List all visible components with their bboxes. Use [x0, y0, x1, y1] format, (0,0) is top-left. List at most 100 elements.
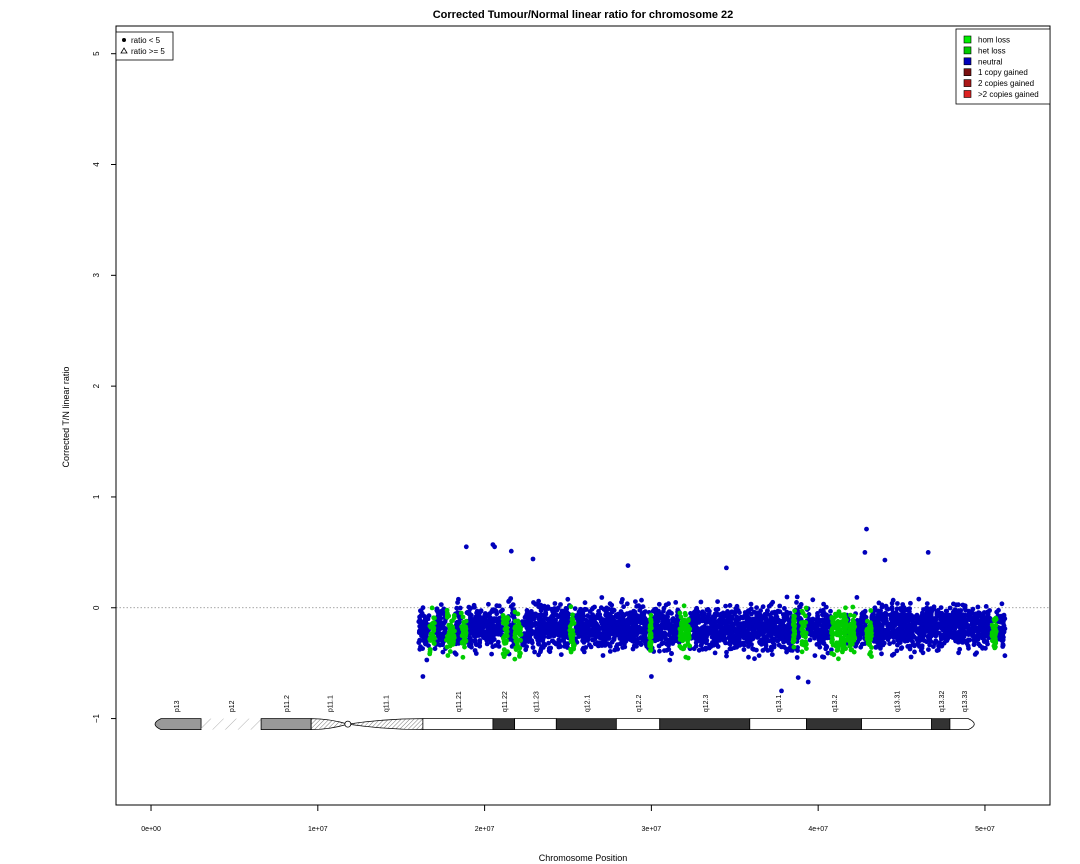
neutral-point — [897, 639, 903, 645]
het-loss-point — [451, 639, 456, 645]
neutral-point — [620, 620, 625, 625]
neutral-point — [434, 606, 440, 612]
outlier-point — [805, 679, 811, 685]
x-tick-label: 4e+07 — [808, 826, 828, 833]
ideogram-band-label: p12 — [229, 700, 236, 712]
neutral-point — [895, 614, 901, 619]
het-loss-point — [800, 639, 805, 645]
neutral-point — [641, 611, 647, 617]
neutral-point — [549, 626, 554, 632]
het-loss-point — [568, 647, 573, 652]
het-loss-point — [427, 623, 433, 629]
neutral-point — [814, 642, 820, 647]
neutral-point — [807, 622, 813, 628]
neutral-point — [730, 624, 736, 630]
neutral-point — [824, 612, 829, 618]
data-points — [416, 526, 1008, 694]
neutral-point — [540, 645, 546, 650]
neutral-point — [959, 636, 965, 641]
neutral-point — [486, 625, 491, 631]
het-loss-point — [801, 619, 807, 625]
neutral-point — [878, 608, 883, 614]
neutral-point — [564, 609, 569, 615]
het-loss-point — [512, 656, 518, 662]
neutral-point — [716, 632, 722, 638]
neutral-point — [727, 634, 732, 640]
x-tick-label: 5e+07 — [975, 826, 995, 833]
neutral-point — [829, 647, 834, 653]
neutral-point — [738, 625, 744, 630]
het-loss-point — [869, 654, 874, 659]
neutral-point — [711, 642, 716, 648]
neutral-point — [547, 649, 553, 655]
neutral-point — [815, 617, 820, 623]
state-legend-label: >2 copies gained — [978, 90, 1039, 99]
neutral-point — [487, 615, 493, 620]
het-loss-point — [864, 628, 869, 634]
neutral-point — [891, 634, 897, 640]
het-loss-point — [518, 632, 524, 637]
neutral-point — [699, 625, 705, 630]
neutral-point — [967, 613, 973, 619]
neutral-point — [659, 641, 665, 647]
neutral-point — [971, 618, 976, 623]
het-loss-point — [799, 608, 805, 614]
neutral-point — [438, 635, 443, 641]
het-loss-point — [504, 629, 510, 634]
plot-frame — [115, 25, 1051, 806]
neutral-point — [755, 635, 761, 640]
neutral-point — [959, 613, 965, 619]
ideogram-band-label: q12.2 — [636, 694, 643, 712]
neutral-point — [469, 622, 475, 628]
y-tick-label: 2 — [92, 383, 101, 388]
neutral-point — [869, 616, 875, 621]
neutral-point — [745, 608, 751, 614]
neutral-point — [894, 630, 900, 636]
neutral-point — [914, 629, 920, 634]
shape-legend-label: ratio < 5 — [131, 36, 161, 45]
neutral-point — [752, 631, 758, 636]
neutral-point — [594, 632, 600, 638]
neutral-point — [891, 639, 896, 645]
neutral-point — [725, 609, 730, 614]
y-tick-label: 0 — [92, 605, 101, 610]
neutral-point — [983, 633, 989, 639]
het-loss-point — [513, 624, 518, 630]
state-legend-box — [955, 28, 1051, 105]
neutral-point — [979, 617, 985, 622]
state-legend-label: 1 copy gained — [978, 68, 1028, 77]
neutral-point — [418, 608, 424, 613]
neutral-point — [777, 603, 783, 609]
het-loss-point — [791, 644, 797, 650]
neutral-point — [662, 648, 667, 653]
het-loss-point — [868, 649, 873, 655]
neutral-point — [470, 617, 476, 623]
neutral-point — [786, 636, 791, 642]
shape-legend-label: ratio >= 5 — [131, 47, 165, 56]
neutral-point — [974, 618, 980, 623]
neutral-point — [928, 639, 934, 644]
neutral-point — [418, 621, 424, 627]
neutral-point — [935, 630, 941, 636]
neutral-point — [442, 619, 448, 625]
ideogram: p13 p12 p11.2 p11.1 q11.1 q11.21 q11.22 q11.23 q… — [154, 691, 975, 731]
ideogram-band-q13-31 — [861, 718, 932, 731]
neutral-point — [857, 636, 862, 642]
outlier-point — [925, 550, 931, 555]
het-loss-point — [864, 633, 870, 638]
neutral-point — [770, 640, 776, 645]
neutral-point — [754, 610, 760, 616]
neutral-point — [763, 636, 769, 642]
neutral-point — [663, 632, 669, 638]
neutral-point — [639, 597, 644, 603]
neutral-point — [724, 625, 730, 630]
ideogram-band-label: q12.1 — [584, 694, 591, 712]
neutral-point — [643, 619, 649, 624]
het-loss-point — [432, 620, 437, 626]
het-loss-point — [685, 638, 690, 644]
neutral-point — [614, 613, 619, 618]
neutral-point — [532, 649, 537, 655]
het-loss-point — [570, 637, 575, 643]
het-loss-point — [647, 648, 653, 653]
